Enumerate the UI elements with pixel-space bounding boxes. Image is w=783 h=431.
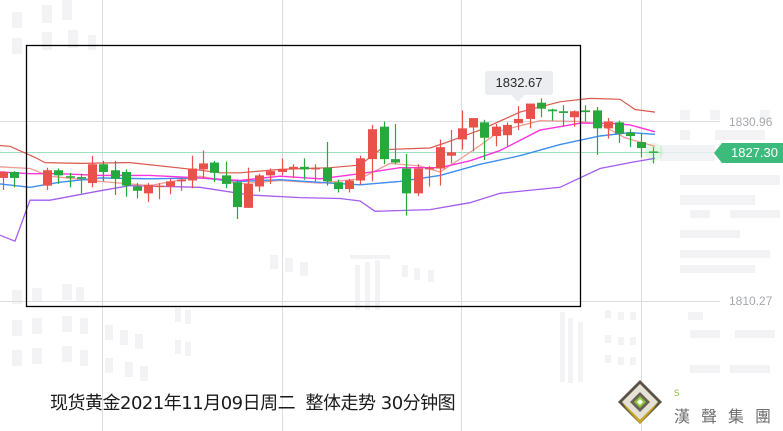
candle [244, 167, 253, 208]
candle [88, 155, 97, 188]
brand-name: 漢聲集團 [674, 407, 783, 426]
candle [144, 183, 153, 202]
candle [133, 183, 142, 199]
candlesticks [0, 98, 658, 219]
candle [526, 103, 535, 129]
price-axis-label-upper: 1830.96 [729, 115, 773, 129]
candle [414, 164, 423, 196]
candle [10, 171, 19, 188]
candle [43, 167, 52, 190]
candle [402, 154, 411, 216]
candle [368, 124, 377, 182]
watermark-buildings [12, 0, 780, 383]
candle [345, 178, 354, 193]
candle [323, 142, 332, 186]
candle [66, 172, 75, 188]
candle [289, 164, 298, 178]
candle [54, 168, 63, 184]
candle [492, 124, 501, 147]
candle [122, 169, 131, 197]
candle [155, 183, 164, 200]
candle [548, 108, 557, 121]
candle [210, 160, 219, 183]
candle [356, 155, 365, 185]
grid-lines [0, 0, 720, 431]
candle [334, 179, 343, 193]
svg-text:S: S [674, 389, 680, 399]
candle [199, 150, 208, 178]
candle [380, 121, 389, 165]
candle [503, 122, 512, 147]
candle [177, 177, 186, 191]
candle [111, 160, 120, 196]
price-axis-label-lower: 1810.27 [729, 294, 773, 308]
candle [458, 110, 467, 150]
candle [593, 106, 602, 155]
candle [480, 119, 489, 160]
candle [469, 118, 478, 152]
candle [311, 164, 320, 182]
candle [514, 106, 523, 131]
last-candle-glow [645, 143, 663, 161]
candle [391, 124, 400, 165]
candle [581, 105, 590, 122]
candle [77, 173, 86, 194]
candle [559, 105, 568, 127]
candle [649, 147, 658, 164]
candle [233, 179, 242, 219]
candle [425, 165, 434, 187]
last-price-band [660, 145, 715, 161]
candle [278, 158, 287, 176]
bb-upper-line [0, 97, 656, 174]
chart-caption: 现货黄金2021年11月09日周二 整体走势 30分钟图 [50, 393, 456, 414]
candle [222, 161, 231, 189]
candle [615, 120, 624, 143]
candle [436, 139, 445, 186]
candle [99, 160, 108, 182]
candle [166, 178, 175, 195]
candle [255, 173, 264, 192]
candle [188, 155, 197, 189]
candle [266, 168, 275, 184]
candle [447, 130, 456, 164]
bb-lower-line [0, 157, 656, 243]
candle [637, 133, 646, 158]
highlight-box [25, 44, 582, 308]
high-price-tooltip: 1832.67 [485, 71, 553, 102]
last-price-tag: 1827.30 [714, 143, 783, 163]
candle [570, 110, 579, 127]
candle [537, 98, 546, 118]
bb-mid-ma-line [0, 120, 656, 187]
candle [0, 171, 8, 190]
candle [300, 158, 309, 180]
candle [604, 118, 613, 139]
diamond-logo-icon: S [618, 380, 680, 424]
candle [626, 129, 635, 148]
